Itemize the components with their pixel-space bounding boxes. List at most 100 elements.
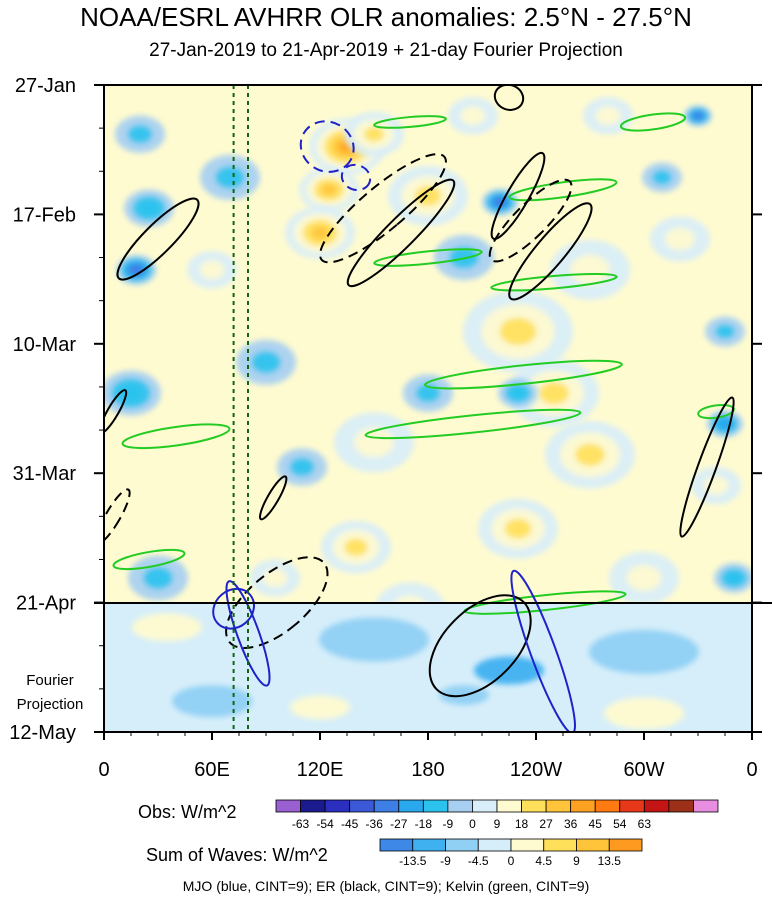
projection-band — [474, 656, 544, 685]
obs-colorbar-tick: -63 — [292, 817, 310, 831]
kelvin-contour — [112, 548, 186, 571]
anomaly-blob — [187, 251, 237, 289]
obs-colorbar-tick: 18 — [515, 817, 529, 831]
projection-band — [290, 695, 350, 720]
kelvin-contour — [619, 112, 687, 132]
obs-colorbar-swatch — [447, 799, 473, 813]
axes: 0 60E 120E 180 120W 60W 0 27-Jan 17-Feb 10-Mar 31-… — [9, 75, 762, 781]
anomaly-band — [143, 566, 173, 590]
er-contour — [225, 556, 329, 649]
anomaly-blob — [116, 254, 157, 285]
er-contour — [508, 202, 593, 301]
obs-colorbar-tick: 27 — [539, 817, 553, 831]
x-tick-label: 120E — [297, 759, 344, 781]
obs-colorbar-swatch — [422, 799, 449, 813]
anomaly-band — [140, 201, 158, 215]
anomaly-blob — [650, 216, 710, 262]
anomaly-band — [504, 518, 532, 539]
anomaly-blob — [321, 520, 391, 574]
obs-colorbar-label: Obs: W/m^2 — [138, 802, 237, 822]
obs-colorbar-tick: 45 — [589, 817, 603, 831]
anomaly-blob — [285, 206, 355, 260]
anomaly-blob — [714, 562, 752, 593]
waves-colorbar-tick: 13.5 — [598, 854, 622, 868]
anomaly-band — [626, 564, 662, 592]
anomaly-blob — [299, 167, 359, 213]
anomaly-band — [199, 260, 225, 280]
anomaly-band — [321, 184, 337, 196]
obs-colorbar-swatch — [643, 799, 670, 813]
y-tick-label: 12-May — [9, 722, 76, 744]
waves-colorbar-tick: -13.5 — [399, 854, 427, 868]
obs-colorbar-swatch — [373, 799, 400, 813]
y-tick-label: 27-Jan — [15, 75, 76, 97]
anomaly-blob — [250, 559, 300, 597]
anomaly-band — [344, 538, 368, 556]
anomaly-band — [575, 443, 605, 466]
waves-colorbar-swatch — [477, 838, 512, 852]
anomaly-band — [539, 381, 569, 405]
obs-anomaly-layer — [104, 97, 752, 703]
obs-colorbar-tick: 63 — [638, 817, 652, 831]
anomaly-blob — [684, 105, 712, 127]
projection-blob — [172, 685, 252, 718]
anomaly-band — [311, 226, 329, 240]
anomaly-band — [715, 323, 735, 339]
projection-blob — [589, 629, 699, 674]
er-contour — [346, 178, 456, 288]
projection-blob — [132, 613, 202, 642]
anomaly-band — [289, 457, 315, 477]
obs-colorbar-swatch — [300, 799, 326, 813]
waves-colorbar-tick: 9 — [573, 854, 580, 868]
obs-colorbar-swatch — [472, 799, 498, 813]
waves-colorbar-tick: 0 — [508, 854, 515, 868]
obs-colorbar-swatch — [594, 799, 621, 813]
anomaly-band — [720, 420, 730, 428]
anomaly-blob — [236, 339, 296, 385]
anomaly-blob — [550, 239, 630, 300]
anomaly-band — [511, 388, 525, 399]
waves-colorbar-label: Sum of Waves: W/m^2 — [146, 845, 328, 865]
x-tick-label: 0 — [746, 759, 757, 781]
obs-colorbar-swatch — [349, 799, 375, 813]
anomaly-band — [127, 124, 153, 144]
waves-colorbar: -13.5 -9 -4.5 0 4.5 9 13.5 — [379, 838, 643, 868]
kelvin-contour — [364, 408, 582, 440]
projection-band — [132, 613, 202, 642]
mjo-contour — [340, 163, 372, 192]
obs-colorbar-swatch — [275, 799, 301, 813]
y-tick-label: 10-Mar — [13, 334, 77, 356]
kelvin-contour — [373, 248, 483, 267]
anomaly-band — [354, 427, 394, 458]
obs-colorbar-swatch — [619, 799, 645, 813]
waves-colorbar-swatch — [445, 838, 479, 852]
projection-blob — [319, 617, 429, 662]
kelvin-contour — [423, 359, 623, 390]
kelvin-contour — [508, 178, 618, 202]
anomaly-blob — [705, 316, 745, 347]
obs-colorbar: -63 -54 -45 -36 -27 -18 -9 0 9 18 27 36 45 54 63 — [275, 799, 719, 831]
projection-blob — [474, 656, 544, 685]
anomaly-band — [570, 254, 610, 285]
anomaly-blob — [277, 448, 327, 486]
anomaly-band — [652, 169, 672, 185]
waves-colorbar-tick: 4.5 — [535, 854, 552, 868]
projection-band — [319, 617, 429, 662]
anomaly-band — [499, 317, 537, 346]
waves-colorbar-swatch — [608, 838, 643, 852]
er-contour — [116, 197, 200, 281]
obs-colorbar-tick: -36 — [366, 817, 384, 831]
reference-lines — [232, 85, 249, 732]
er-contour — [488, 178, 573, 263]
anomaly-blob — [609, 551, 679, 605]
er-contour — [679, 396, 735, 538]
anomaly-blob — [200, 154, 260, 200]
anomaly-band — [364, 126, 384, 142]
projection-blob — [604, 697, 684, 730]
waves-colorbar-tick: -9 — [440, 854, 451, 868]
er-contour — [104, 488, 131, 545]
anomaly-band — [414, 185, 442, 206]
anomaly-band — [665, 227, 695, 251]
anomaly-blob — [545, 420, 635, 489]
x-tick-label: 120W — [510, 759, 562, 781]
